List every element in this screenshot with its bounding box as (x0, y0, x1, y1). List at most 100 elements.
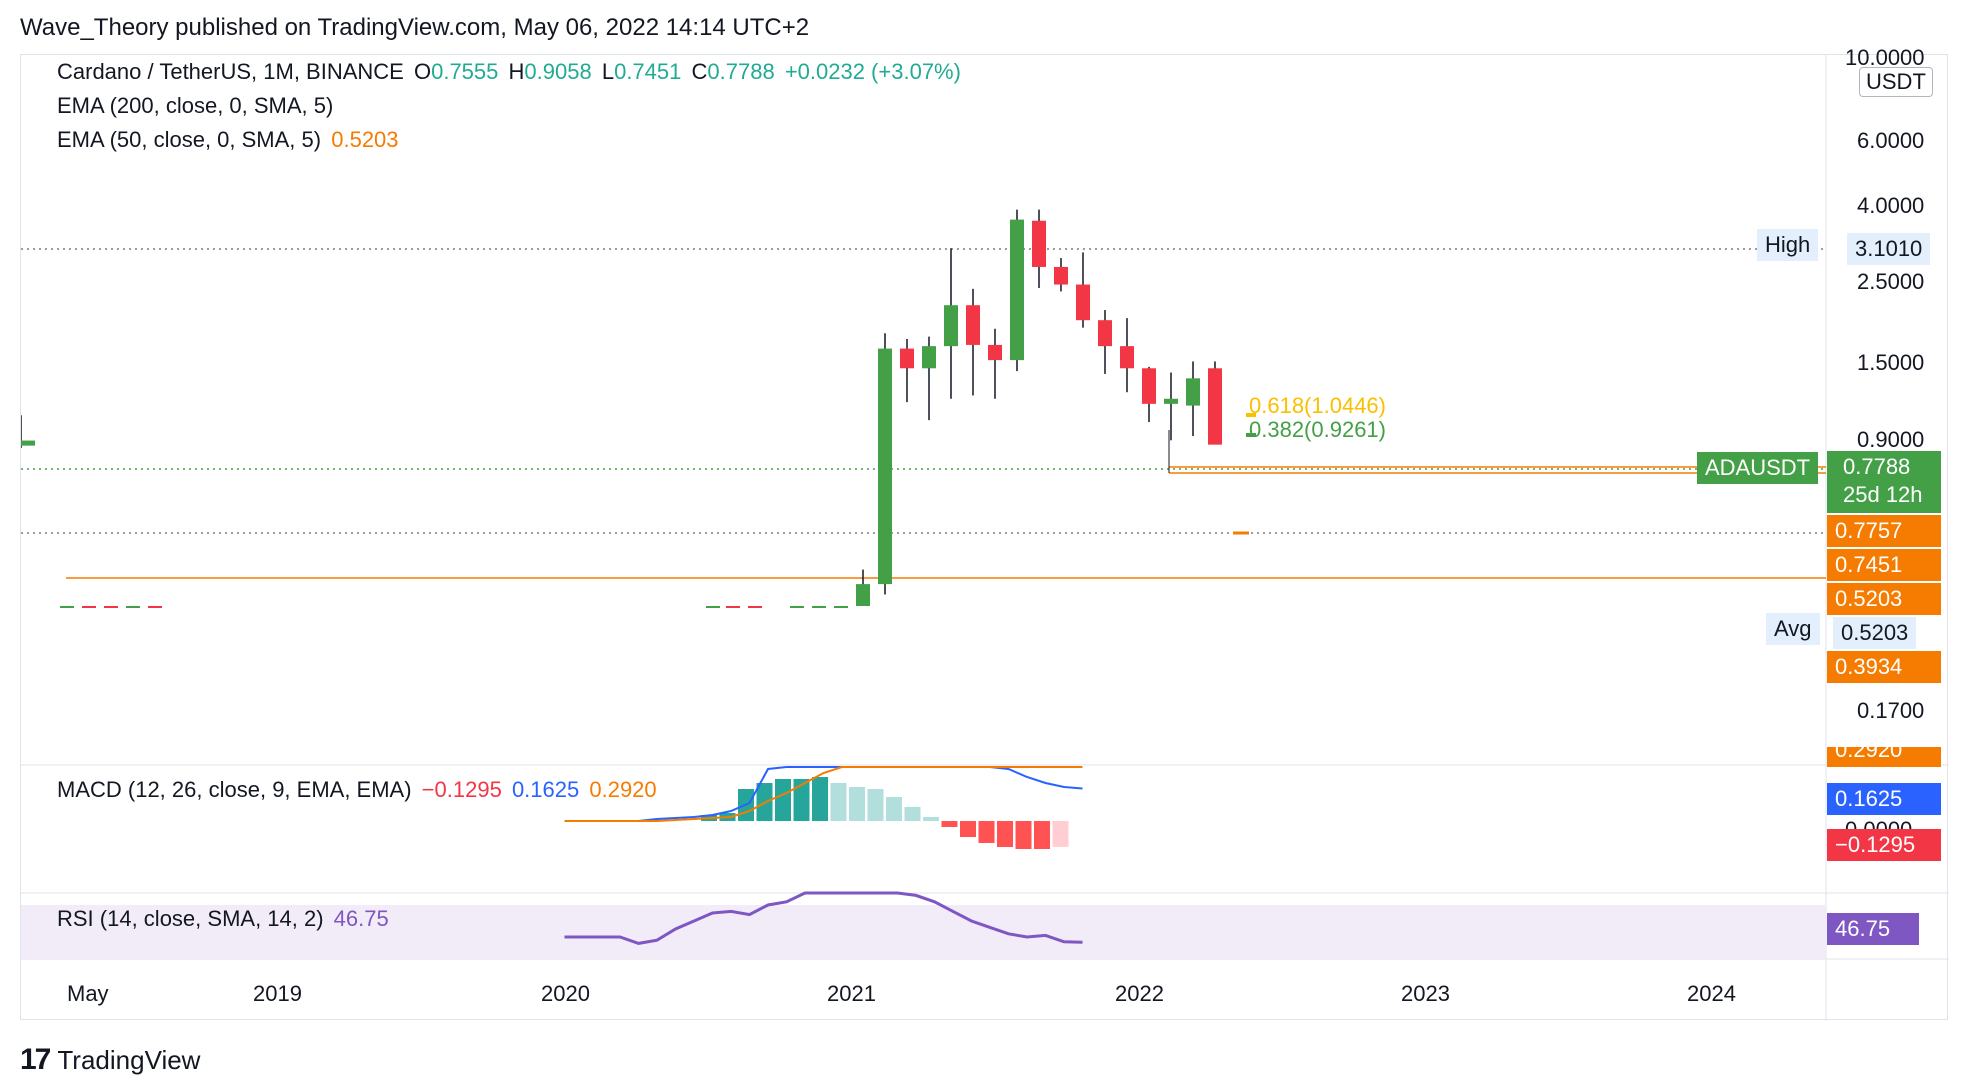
candle-20-body (1164, 398, 1178, 404)
legend-rsi-line[interactable]: RSI (14, close, SMA, 14, 2) 46.75 (57, 906, 393, 932)
price-tag-0-5203: 0.5203 (1827, 583, 1941, 615)
candle-2-body (748, 606, 762, 608)
macd-hist-bar-18 (867, 789, 884, 821)
macd-hist-bar-27 (1034, 821, 1050, 849)
macd-hist-bar-28 (1052, 821, 1069, 847)
legend-ema50-value: 0.5203 (331, 127, 399, 152)
avg-label: Avg (1766, 613, 1820, 645)
time-label-2023: 2023 (1401, 981, 1450, 1006)
candle-13-body (1010, 219, 1024, 361)
candle-early-3-body (126, 606, 140, 608)
legend-close: C0.7788 (691, 59, 775, 84)
price-tick-2-5: 2.5000 (1857, 269, 1925, 294)
candle-18-body (1120, 346, 1134, 369)
macd-hist-bar-26 (1015, 821, 1032, 849)
macd-hist-bar-14 (793, 779, 810, 821)
macd-hist-bar-20 (904, 807, 921, 821)
candle-12-body (988, 344, 1002, 361)
legend-macd-signal: 0.2920 (589, 777, 657, 802)
candle-10-body (944, 305, 958, 347)
macd-signal-tag: 0.2920 (1827, 747, 1941, 767)
time-label-2021: 2021 (827, 981, 876, 1006)
candle-early-0-body (60, 606, 74, 608)
candle-9-body (922, 346, 936, 369)
macd-hist-bar-25 (997, 821, 1013, 847)
macd-hist-bar-21 (923, 817, 939, 821)
macd-hist-bar-23 (960, 821, 976, 837)
candle-6-body (856, 584, 870, 606)
legend-symbol-line[interactable]: Cardano / TetherUS, 1M, BINANCE O0.7555 … (57, 59, 965, 85)
fib-382-label: 0.382(0.9261) (1249, 417, 1386, 442)
macd-hist-tag: −0.1295 (1827, 829, 1941, 861)
legend-rsi: RSI (14, close, SMA, 14, 2) (57, 906, 324, 931)
macd-hist-bar-22 (941, 821, 958, 827)
legend-symbol[interactable]: Cardano / TetherUS, 1M, BINANCE (57, 59, 404, 84)
price-tag-0-7757: 0.7757 (1827, 515, 1941, 547)
macd-hist-bar-13 (775, 779, 791, 821)
macd-line-tag: 0.1625 (1827, 783, 1941, 815)
candle-15-body (1054, 266, 1068, 285)
time-label-2022: 2022 (1115, 981, 1164, 1006)
price-tick-1-5: 1.5000 (1857, 350, 1925, 375)
rsi-line (564, 891, 1083, 945)
price-tag-0-3934: 0.3934 (1827, 651, 1941, 683)
macd-hist-bar-16 (830, 783, 847, 821)
rsi-band (21, 905, 1826, 959)
rsi-value-tag: 46.75 (1827, 913, 1919, 945)
price-tick-0-9: 0.9000 (1857, 427, 1925, 452)
candle-0-body (706, 606, 720, 608)
unit-badge[interactable]: USDT (1859, 67, 1933, 97)
candle-17-body (1098, 320, 1112, 347)
high-value: 3.1010 (1847, 233, 1931, 265)
candle-1-body (726, 606, 740, 608)
macd-layer (564, 766, 1083, 849)
candle-3-body (790, 606, 804, 608)
candle-8-body (900, 348, 914, 369)
chart-canvas[interactable] (21, 55, 1949, 1021)
legend-macd-line-value: 0.1625 (511, 777, 580, 802)
candle-11-body (966, 305, 980, 345)
price-tick-10: 10.0000 (1845, 45, 1925, 70)
fib-618-label: 0.618(1.0446) (1249, 393, 1386, 418)
symbol-tag[interactable]: ADAUSDT (1697, 452, 1819, 484)
macd-hist-bar-15 (812, 777, 828, 821)
candle-22-body (1208, 368, 1222, 445)
avg-value: 0.5203 (1833, 617, 1917, 649)
last-price-box (1827, 451, 1941, 513)
price-tick-6: 6.0000 (1857, 128, 1925, 153)
macd-hist-bar-24 (978, 821, 995, 843)
publisher-header: Wave_Theory published on TradingView.com… (20, 14, 810, 41)
legend-open: O0.7555 (413, 59, 499, 84)
time-label-2019: 2019 (253, 981, 302, 1006)
legend-macd: MACD (12, 26, close, 9, EMA, EMA) (57, 777, 412, 802)
tradingview-logo-icon: 17 (20, 1043, 51, 1076)
legend-ema200[interactable]: EMA (200, close, 0, SMA, 5) (57, 93, 334, 118)
macd-hist-bar-17 (849, 787, 865, 821)
last-price: 0.7788 (1843, 454, 1911, 479)
fib-618-marker (1246, 413, 1256, 417)
tradingview-wordmark: TradingView (57, 1044, 201, 1075)
legend-macd-line[interactable]: MACD (12, 26, close, 9, EMA, EMA) −0.129… (57, 777, 661, 803)
legend-macd-hist: −0.1295 (421, 777, 502, 802)
price-tick-4: 4.0000 (1857, 193, 1925, 218)
chart-frame[interactable]: Cardano / TetherUS, 1M, BINANCE O0.7555 … (20, 45, 1949, 1021)
price-tick-0-17: 0.1700 (1857, 698, 1925, 723)
candle-16-body (1076, 284, 1090, 321)
candle-21-body (1186, 378, 1200, 406)
candle-7-body (878, 348, 892, 585)
legend-ema50-line[interactable]: EMA (50, close, 0, SMA, 5) 0.5203 (57, 127, 403, 153)
candle-14-body (1032, 220, 1046, 267)
countdown: 25d 12h (1843, 482, 1923, 507)
time-label-2020: 2020 (541, 981, 590, 1006)
macd-hist-bar-19 (886, 797, 902, 821)
candle-early-4-body (148, 606, 162, 608)
rsi-layer (564, 891, 1083, 945)
candle-early-2-body (104, 606, 118, 608)
candles-layer (21, 209, 1222, 608)
tradingview-logo[interactable]: 17 TradingView (20, 1043, 201, 1076)
fib-382-marker (1246, 433, 1256, 437)
time-label-2024: 2024 (1687, 981, 1736, 1006)
candle-5-body (834, 606, 848, 608)
legend-change: +0.0232 (+3.07%) (784, 59, 961, 84)
candle-4-body (812, 606, 826, 608)
